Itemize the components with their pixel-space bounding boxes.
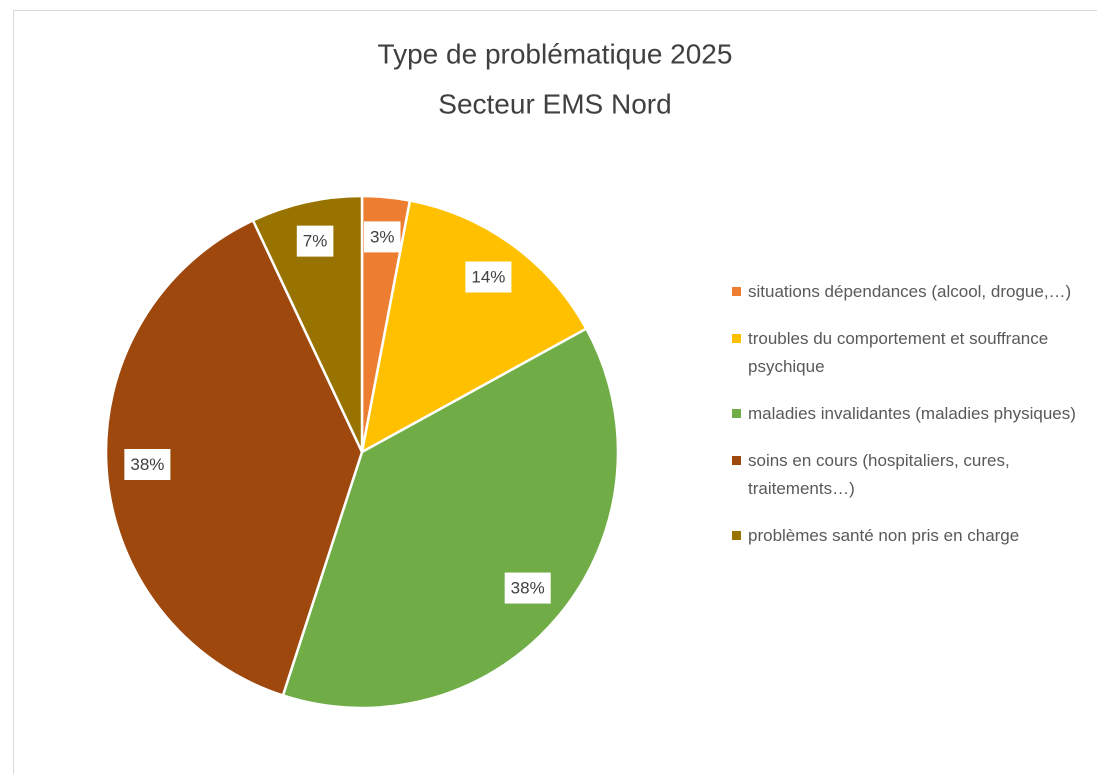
legend-item: troubles du comportement et souffrance p… [732, 325, 1077, 381]
chart-title: Type de problématique 2025 [378, 38, 733, 69]
legend-item: situations dépendances (alcool, drogue,…… [732, 278, 1077, 306]
data-label: 38% [130, 455, 164, 474]
data-label: 3% [370, 227, 395, 246]
data-label-box [465, 261, 512, 293]
data-label: 14% [471, 268, 505, 287]
pie-slice [104, 218, 364, 698]
data-label: 7% [303, 232, 328, 251]
data-label-box [296, 225, 334, 257]
pie-slice [251, 194, 364, 453]
legend-label: situations dépendances (alcool, drogue,…… [748, 282, 1072, 301]
legend-swatch [732, 531, 741, 540]
legend-item: soins en cours (hospitaliers, cures, tra… [732, 447, 1077, 503]
legend-item: maladies invalidantes (maladies physique… [732, 400, 1077, 428]
data-label-box [124, 448, 171, 480]
legend-label: troubles du comportement et souffrance p… [748, 329, 1049, 376]
legend-label: problèmes santé non pris en charge [748, 526, 1020, 545]
legend-swatch [732, 456, 741, 465]
pie-slice [281, 326, 620, 710]
pie-slice [360, 199, 589, 455]
data-label: 38% [511, 579, 545, 598]
legend-swatch [732, 334, 741, 343]
legend-label: maladies invalidantes (maladies physique… [748, 404, 1076, 423]
legend-swatch [732, 409, 741, 418]
chart-subtitle: Secteur EMS Nord [438, 88, 671, 119]
legend: situations dépendances (alcool, drogue,…… [732, 278, 1077, 569]
data-label-box [504, 572, 551, 604]
legend-item: problèmes santé non pris en charge [732, 522, 1077, 550]
legend-label: soins en cours (hospitaliers, cures, tra… [748, 451, 1010, 498]
legend-swatch [732, 287, 741, 296]
data-label-box [363, 221, 401, 253]
